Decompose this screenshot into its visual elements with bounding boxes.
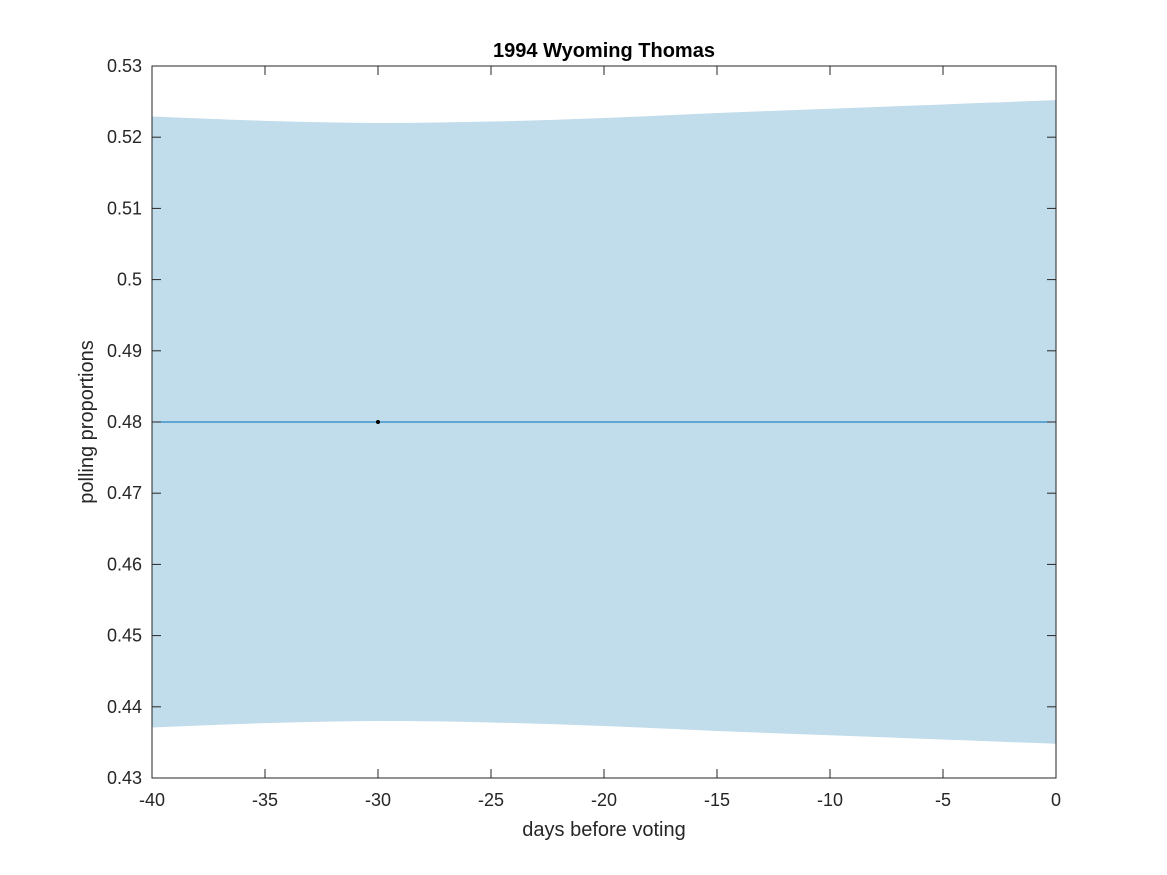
x-tick-label: -35	[252, 790, 278, 810]
x-axis-label: days before voting	[522, 819, 685, 841]
x-tick-label: -15	[704, 790, 730, 810]
x-tick-label: -25	[478, 790, 504, 810]
y-tick-label: 0.44	[107, 697, 142, 717]
x-axis: -40 -35 -30 -25 -20 -15 -10 -5 0	[139, 66, 1061, 810]
y-tick-label: 0.46	[107, 554, 142, 574]
y-tick-label: 0.5	[117, 270, 142, 290]
chart-title: 1994 Wyoming Thomas	[493, 40, 715, 62]
x-tick-label: 0	[1051, 790, 1061, 810]
x-tick-label: -20	[591, 790, 617, 810]
x-tick-label: -40	[139, 790, 165, 810]
y-tick-label: 0.53	[107, 56, 142, 76]
y-tick-label: 0.49	[107, 341, 142, 361]
y-tick-label: 0.43	[107, 768, 142, 788]
y-tick-label: 0.52	[107, 127, 142, 147]
x-tick-label: -10	[817, 790, 843, 810]
y-tick-label: 0.51	[107, 198, 142, 218]
y-tick-label: 0.47	[107, 483, 142, 503]
x-tick-label: -30	[365, 790, 391, 810]
y-tick-label: 0.48	[107, 412, 142, 432]
y-axis: 0.43 0.44 0.45 0.46 0.47 0.48 0.49 0.5 0.51 0.52 0…	[107, 56, 1056, 788]
y-axis-label: polling proportions	[76, 340, 98, 503]
x-tick-label: -5	[935, 790, 951, 810]
poll-point	[376, 420, 380, 424]
y-tick-label: 0.45	[107, 626, 142, 646]
